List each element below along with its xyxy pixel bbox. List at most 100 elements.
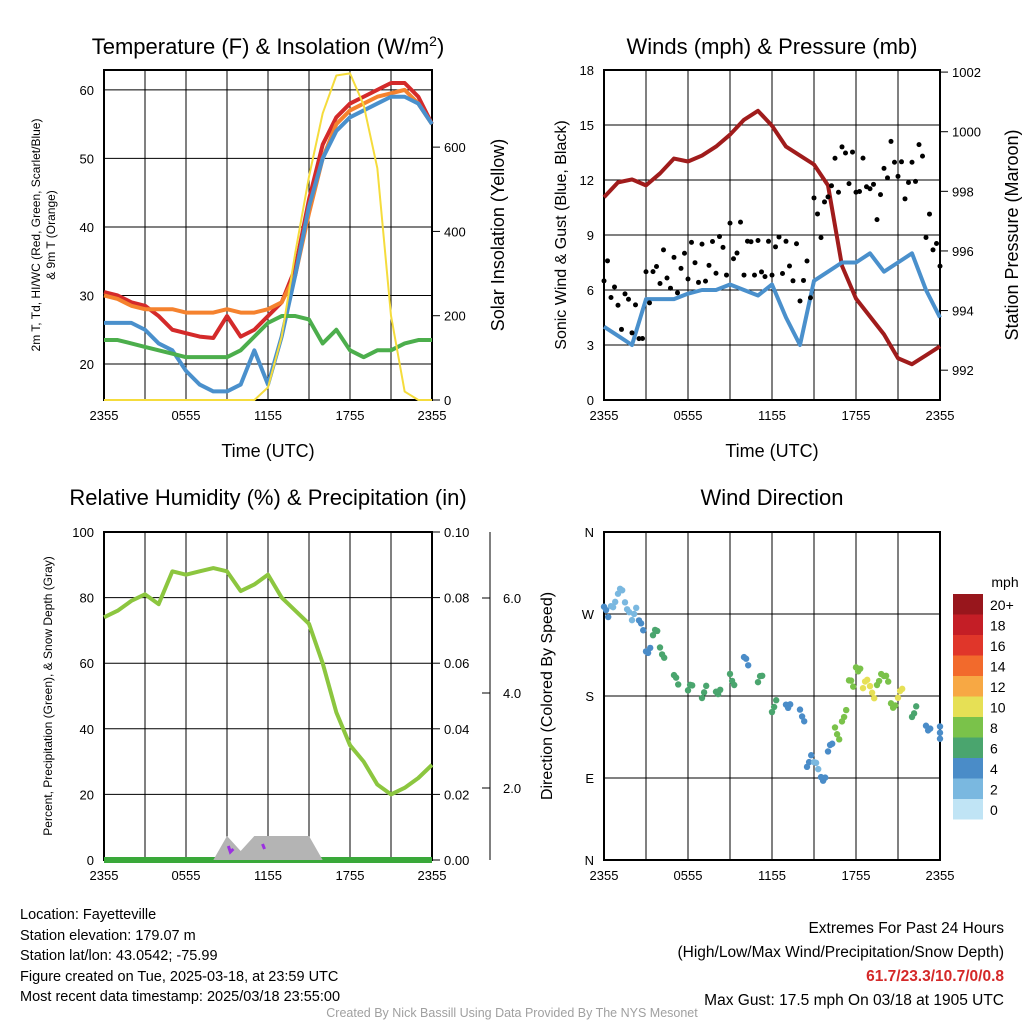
y2-tick-label: 0.02 — [444, 787, 469, 802]
gust-point — [692, 260, 698, 266]
x-tick-label: 0555 — [172, 868, 201, 883]
gust-point — [937, 263, 943, 269]
gust-point — [881, 165, 887, 171]
gust-point — [836, 189, 841, 195]
gust-point — [710, 238, 715, 244]
y-tick-label: 18 — [580, 63, 594, 78]
y2-axis-label: Station Pressure (Maroon) — [1002, 129, 1022, 340]
direction-point — [787, 701, 794, 708]
direction-point — [619, 587, 626, 594]
legend-swatch — [953, 758, 983, 779]
y-tick-label: 3 — [587, 338, 594, 353]
gust-point — [797, 298, 803, 304]
direction-point — [815, 765, 822, 773]
y-axis-label: Percent, Precipitation (Green), & Snow D… — [41, 556, 55, 835]
x-tick-label: 1755 — [842, 408, 871, 423]
y-axis-label: Sonic Wind & Gust (Blue, Black) — [553, 120, 570, 349]
legend-label: 20+ — [990, 597, 1014, 613]
y-tick-label: E — [585, 771, 594, 786]
gust-point — [885, 175, 890, 181]
direction-point — [805, 758, 813, 766]
legend-swatch — [953, 799, 983, 820]
y-tick-label: 0 — [587, 393, 594, 408]
legend-swatch — [953, 676, 983, 697]
direction-point — [605, 613, 612, 621]
direction-point — [831, 724, 839, 731]
station-info: Location: Fayetteville Station elevation… — [20, 905, 340, 1008]
y-tick-label: 6 — [587, 283, 594, 298]
direction-point — [672, 674, 680, 681]
gust-point — [899, 159, 904, 165]
y2-tick-label: 996 — [952, 244, 974, 259]
gust-point — [685, 276, 691, 282]
gust-point — [762, 274, 768, 280]
direction-point — [628, 616, 636, 624]
recent-timestamp: Most recent data timestamp: 2025/03/18 2… — [20, 989, 341, 1005]
gust-point — [699, 241, 705, 247]
legend-swatch — [953, 594, 983, 615]
direction-point — [859, 684, 867, 692]
direction-point — [798, 713, 806, 720]
direction-point — [936, 723, 944, 730]
direction-point — [868, 689, 876, 696]
gust-point — [888, 138, 894, 144]
direction-point — [717, 686, 724, 694]
direction-point — [754, 678, 762, 686]
direction-point — [768, 708, 776, 716]
y-tick-label: 40 — [80, 722, 94, 737]
gust-point — [916, 142, 922, 148]
legend-label: 0 — [990, 802, 998, 818]
elevation: Station elevation: 179.07 m — [20, 927, 196, 944]
legend-title: mph — [991, 574, 1018, 590]
direction-point — [773, 697, 780, 704]
direction-point — [875, 677, 883, 685]
gust-point — [794, 241, 799, 247]
gust-point — [839, 144, 845, 150]
gust-point — [920, 153, 925, 159]
x-tick-label: 1155 — [758, 408, 786, 423]
legend-label: 8 — [990, 720, 998, 736]
x-axis-label: Time (UTC) — [725, 441, 818, 461]
gust-point — [671, 254, 677, 260]
gust-point — [727, 220, 733, 226]
x-tick-label: 2355 — [590, 408, 619, 423]
gust-point — [923, 235, 929, 241]
gust-point — [713, 270, 719, 276]
y-tick-label: 9 — [587, 228, 594, 243]
y-tick-label: 60 — [80, 83, 94, 98]
direction-point — [927, 725, 934, 732]
gust-point — [871, 181, 876, 187]
y-tick-label: 80 — [80, 591, 94, 606]
gust-point — [755, 238, 761, 244]
gust-point — [633, 302, 638, 308]
gust-point — [857, 188, 862, 194]
direction-point — [612, 598, 619, 606]
snow-depth-tick-label: 2.0 — [503, 781, 521, 796]
direction-point — [850, 683, 857, 690]
legend-swatch — [953, 778, 983, 799]
gust-point — [741, 272, 747, 278]
gust-point — [640, 335, 645, 341]
gust-point — [759, 269, 764, 275]
gust-point — [664, 275, 670, 281]
plot-frame — [603, 531, 941, 861]
y-axis-label: 2m T, Td, HI/WC (Red, Green, Scarlet/Blu… — [29, 119, 43, 352]
y-tick-label: 0 — [87, 853, 94, 868]
direction-point — [626, 608, 633, 616]
direction-point — [647, 644, 654, 652]
gust-point — [734, 250, 740, 256]
gust-point — [766, 238, 771, 244]
x-tick-label: 1155 — [254, 408, 282, 423]
legend-swatch — [953, 737, 983, 758]
direction-point — [936, 735, 944, 742]
y2-tick-label: 998 — [952, 184, 974, 199]
direction-point — [621, 599, 629, 606]
direction-point — [833, 731, 841, 738]
gust-point — [934, 241, 939, 247]
gust-point — [769, 272, 775, 278]
gust-point — [913, 178, 918, 184]
gust-point — [930, 247, 936, 253]
gust-point — [787, 263, 792, 269]
legend-label: 14 — [990, 659, 1006, 675]
direction-point — [857, 665, 864, 672]
